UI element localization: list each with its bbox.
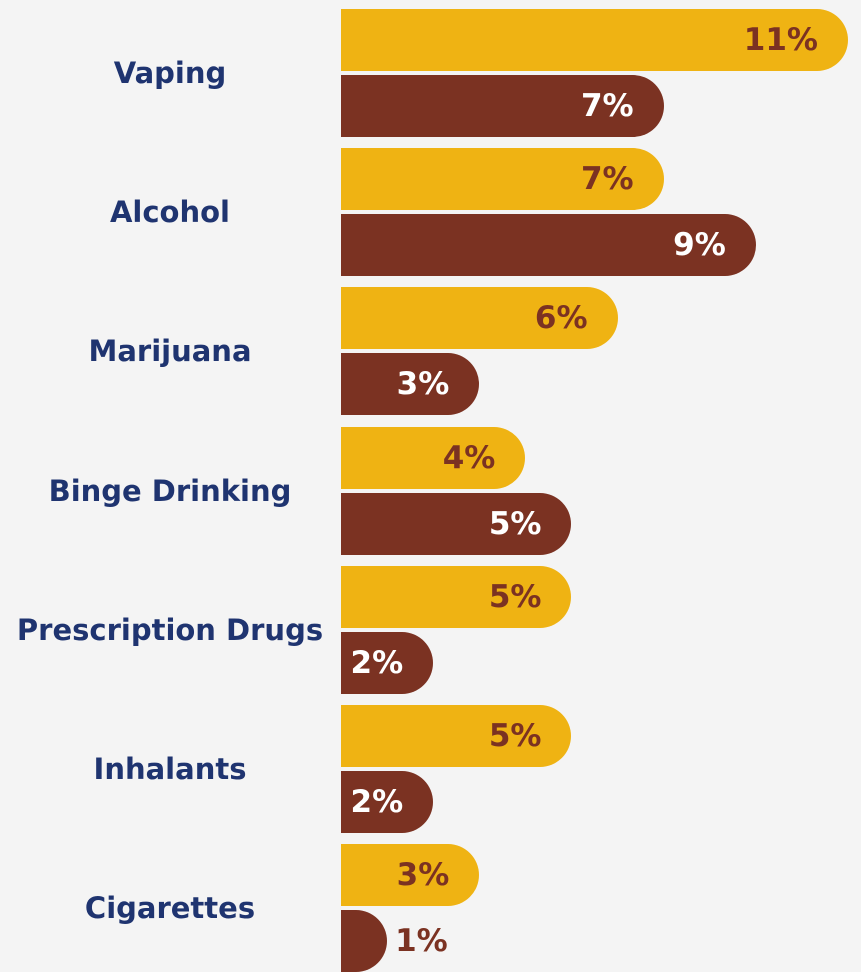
data-label-prescription-drugs-series-1: 5% [488,578,542,615]
data-label-alcohol-series-2: 9% [673,227,726,264]
data-label-marijuana-series-1: 6% [534,300,588,337]
category-label-inhalants: Inhalants [93,752,247,786]
category-label-vaping: Vaping [113,56,227,90]
data-label-cigarettes-series-2: 1% [395,923,448,960]
category-label-cigarettes: Cigarettes [84,891,256,926]
data-label-prescription-drugs-series-2: 2% [350,644,404,681]
bar-inhalants-series-2: 2% [341,771,434,833]
bar-vaping-series-2: 7% [341,75,664,137]
bar-prescription-drugs-series-1: 5% [341,565,572,628]
bar-marijuana-series-2: 3% [341,353,480,416]
data-label-inhalants-series-1: 5% [488,718,542,754]
category-label-alcohol: Alcohol [109,195,230,230]
bar-binge-drinking-series-1: 4% [341,426,526,489]
category-label-prescription-drugs: Prescription Drugs [16,612,324,647]
data-label-alcohol-series-1: 7% [580,161,634,198]
category-label-marijuana: Marijuana [88,334,252,369]
data-label-cigarettes-series-1: 3% [396,857,450,894]
bar-inhalants-series-1: 5% [341,705,572,767]
bar-alcohol-series-1: 7% [341,148,664,211]
bar-cigarettes-series-1: 3% [341,844,480,907]
data-label-inhalants-series-2: 2% [350,784,404,820]
data-label-marijuana-series-2: 3% [396,366,450,403]
bar-cigarettes-series-2: 1% [341,910,448,972]
bar-prescription-drugs-series-2: 2% [341,631,434,694]
data-label-vaping-series-2: 7% [580,88,634,124]
category-label-binge-drinking: Binge Drinking [48,473,292,508]
data-label-binge-drinking-series-1: 4% [442,439,496,476]
data-label-binge-drinking-series-2: 5% [488,505,542,542]
bar-alcohol-series-2: 9% [341,214,756,277]
bar-vaping-series-1: 11% [341,9,848,71]
data-label-vaping-series-1: 11% [743,22,818,58]
bar-binge-drinking-series-2: 5% [341,492,572,555]
bar-marijuana-series-1: 6% [341,287,618,350]
